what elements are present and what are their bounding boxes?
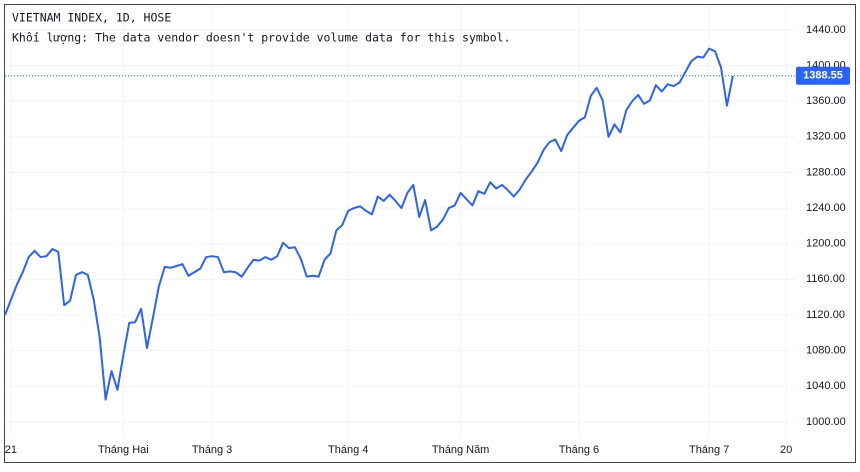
y-tick-label: 1440.00 <box>806 24 846 36</box>
chart-subtitle: Khối lượng: The data vendor doesn't prov… <box>12 31 511 45</box>
y-tick-label: 1320.00 <box>806 131 846 143</box>
y-tick-label: 1120.00 <box>806 309 845 321</box>
x-tick-label: Tháng 4 <box>328 444 368 456</box>
y-tick-label: 1360.00 <box>806 95 846 107</box>
x-tick-label: Tháng 6 <box>559 444 599 456</box>
grid <box>5 5 795 437</box>
x-tick-label: Tháng Năm <box>432 444 489 456</box>
y-tick-label: 1160.00 <box>806 273 845 285</box>
x-tick-label: Tháng 3 <box>192 444 232 456</box>
y-tick-label: 1000.00 <box>806 416 846 428</box>
frame <box>4 4 856 463</box>
x-tick-label: Tháng 7 <box>689 444 729 456</box>
y-tick-label: 1200.00 <box>806 238 846 250</box>
plot <box>4 47 795 401</box>
last-price-tag <box>796 66 850 85</box>
last-price-label: 1388.55 <box>803 70 843 82</box>
y-tick-label: 1240.00 <box>806 202 846 214</box>
y-tick-label: 1040.00 <box>806 380 846 392</box>
y-tick-label: 1280.00 <box>806 166 846 178</box>
x-tick-label: Tháng Hai <box>98 444 149 456</box>
x-tick-label: 20 <box>780 444 792 456</box>
x-tick-label: 21 <box>5 444 17 456</box>
chart-title: VIETNAM INDEX, 1D, HOSE <box>12 11 171 25</box>
price-line <box>4 47 734 401</box>
y-tick-label: 1080.00 <box>806 345 846 357</box>
